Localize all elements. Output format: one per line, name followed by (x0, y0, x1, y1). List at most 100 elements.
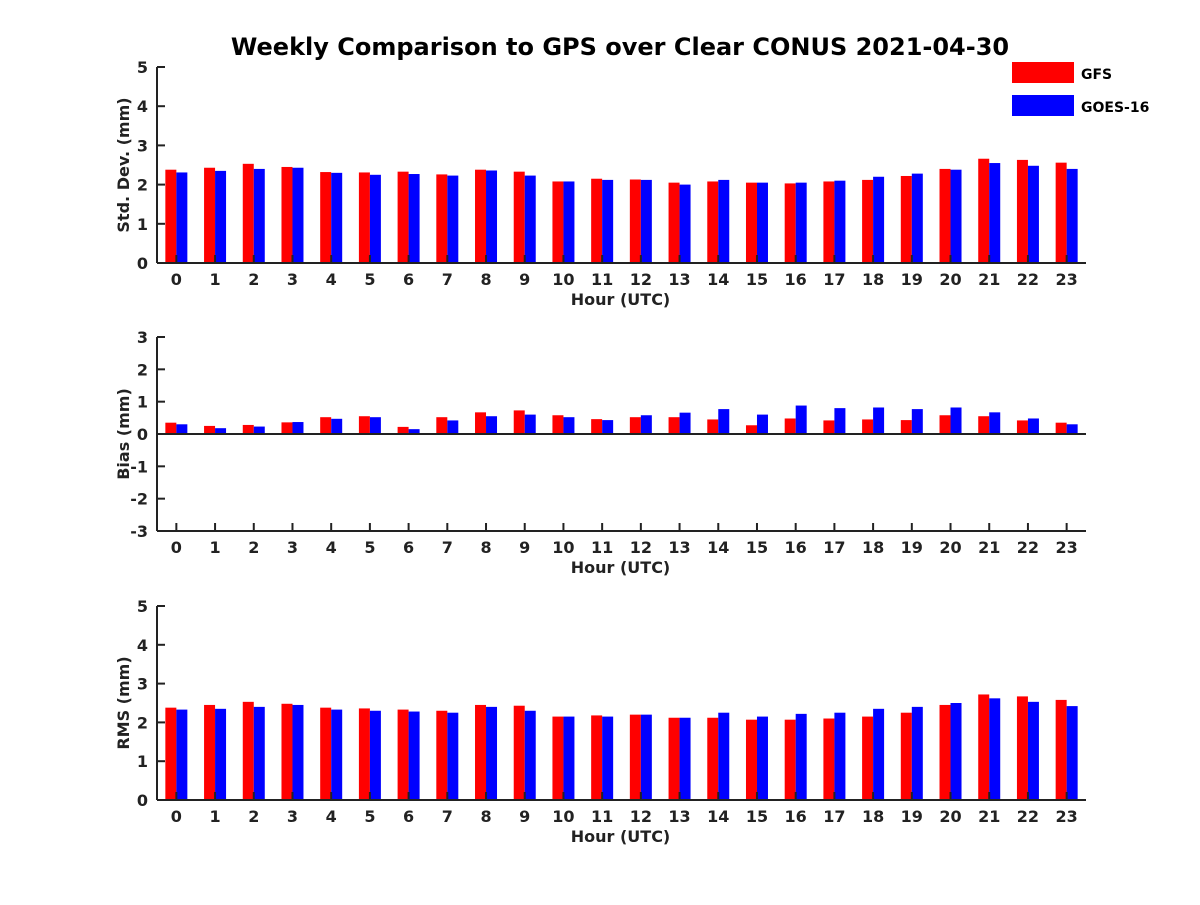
gfs-bar-3 (281, 422, 293, 434)
goes16-bar-15 (756, 716, 768, 800)
gfs-bar-15 (745, 182, 757, 263)
x-tick-label: 5 (364, 538, 375, 557)
gfs-bar-21 (978, 158, 990, 263)
goes16-bar-9 (524, 710, 536, 800)
x-tick-label: 23 (1056, 538, 1078, 557)
gfs-bar-1 (204, 704, 216, 800)
x-tick-label: 16 (785, 270, 807, 289)
y-tick-label: -1 (130, 457, 148, 476)
x-tick-label: 14 (707, 807, 729, 826)
goes16-bar-20 (950, 703, 962, 800)
gfs-bar-12 (629, 179, 641, 263)
x-tick-label: 10 (552, 538, 574, 557)
gfs-bar-10 (552, 716, 564, 800)
legend: GFS GOES-16 (1012, 62, 1149, 116)
x-tick-label: 18 (862, 538, 884, 557)
goes16-bar-23 (1066, 424, 1078, 434)
x-tick-label: 3 (287, 807, 298, 826)
x-tick-label: 9 (519, 270, 530, 289)
goes16-bar-10 (563, 417, 575, 434)
gfs-bar-21 (978, 694, 990, 800)
goes16-bar-14 (718, 409, 730, 434)
y-tick-label: 0 (137, 254, 148, 273)
y-tick-label: 2 (137, 360, 148, 379)
goes16-bar-12 (640, 415, 652, 434)
x-axis-label: Hour (UTC) (571, 290, 671, 309)
goes16-bar-13 (679, 717, 691, 800)
goes16-bar-15 (756, 414, 768, 434)
gfs-bar-20 (939, 168, 951, 263)
gfs-bar-17 (823, 420, 835, 434)
gfs-bar-14 (707, 717, 719, 800)
y-tick-label: 0 (137, 791, 148, 810)
gfs-bar-4 (320, 172, 332, 263)
goes16-bar-20 (950, 169, 962, 263)
x-tick-label: 15 (746, 270, 768, 289)
x-tick-label: 1 (209, 807, 220, 826)
goes16-bar-19 (911, 409, 923, 434)
x-tick-label: 11 (591, 538, 613, 557)
goes16-bar-7 (447, 420, 459, 434)
goes16-bar-13 (679, 184, 691, 263)
gfs-bar-22 (1016, 159, 1028, 263)
gfs-bar-2 (242, 424, 254, 434)
y-tick-label: 3 (137, 136, 148, 155)
gfs-bar-5 (358, 708, 370, 800)
goes16-bar-2 (253, 168, 265, 263)
y-axis-label: RMS (mm) (114, 656, 133, 749)
goes16-bar-2 (253, 706, 265, 800)
gfs-bar-13 (668, 417, 680, 434)
gfs-bar-7 (436, 174, 448, 263)
gfs-bar-0 (165, 422, 177, 434)
gfs-bar-4 (320, 707, 332, 800)
gfs-bar-14 (707, 181, 719, 263)
x-tick-label: 8 (480, 270, 491, 289)
goes16-bar-1 (215, 170, 227, 263)
x-tick-label: 11 (591, 807, 613, 826)
gfs-bar-0 (165, 169, 177, 263)
gfs-bar-13 (668, 182, 680, 263)
x-tick-label: 15 (746, 807, 768, 826)
goes16-bar-8 (486, 706, 498, 800)
y-tick-label: -2 (130, 490, 148, 509)
x-tick-label: 8 (480, 538, 491, 557)
y-tick-label: 2 (137, 176, 148, 195)
x-tick-label: 20 (939, 807, 961, 826)
x-tick-label: 17 (823, 807, 845, 826)
goes16-bar-0 (176, 709, 188, 800)
gfs-bar-10 (552, 415, 564, 434)
x-tick-label: 22 (1017, 270, 1039, 289)
gfs-bar-22 (1016, 696, 1028, 800)
y-tick-label: 1 (137, 215, 148, 234)
x-tick-label: 12 (630, 807, 652, 826)
goes16-bar-11 (602, 179, 614, 263)
gfs-bar-2 (242, 163, 254, 263)
x-tick-label: 5 (364, 270, 375, 289)
x-tick-label: 18 (862, 270, 884, 289)
x-tick-label: 6 (403, 270, 414, 289)
goes16-bar-17 (834, 408, 846, 434)
x-tick-label: 13 (668, 270, 690, 289)
y-tick-label: 4 (137, 636, 148, 655)
goes16-bar-2 (253, 426, 265, 434)
gfs-bar-19 (900, 175, 912, 263)
gfs-bar-7 (436, 710, 448, 800)
goes16-bar-12 (640, 179, 652, 263)
gfs-bar-18 (862, 716, 874, 800)
x-tick-label: 15 (746, 538, 768, 557)
x-tick-label: 8 (480, 807, 491, 826)
gfs-bar-15 (745, 719, 757, 800)
x-tick-label: 19 (901, 270, 923, 289)
gfs-bar-19 (900, 712, 912, 800)
goes16-bar-13 (679, 412, 691, 434)
y-tick-label: -3 (130, 522, 148, 541)
gfs-bar-14 (707, 419, 719, 434)
goes16-bar-22 (1027, 418, 1039, 434)
gfs-bar-8 (475, 704, 487, 800)
y-tick-label: 3 (137, 675, 148, 694)
gfs-bar-22 (1016, 420, 1028, 434)
goes16-bar-6 (408, 711, 420, 800)
goes16-bar-8 (486, 170, 498, 263)
gfs-bar-19 (900, 420, 912, 434)
gfs-bar-17 (823, 718, 835, 800)
